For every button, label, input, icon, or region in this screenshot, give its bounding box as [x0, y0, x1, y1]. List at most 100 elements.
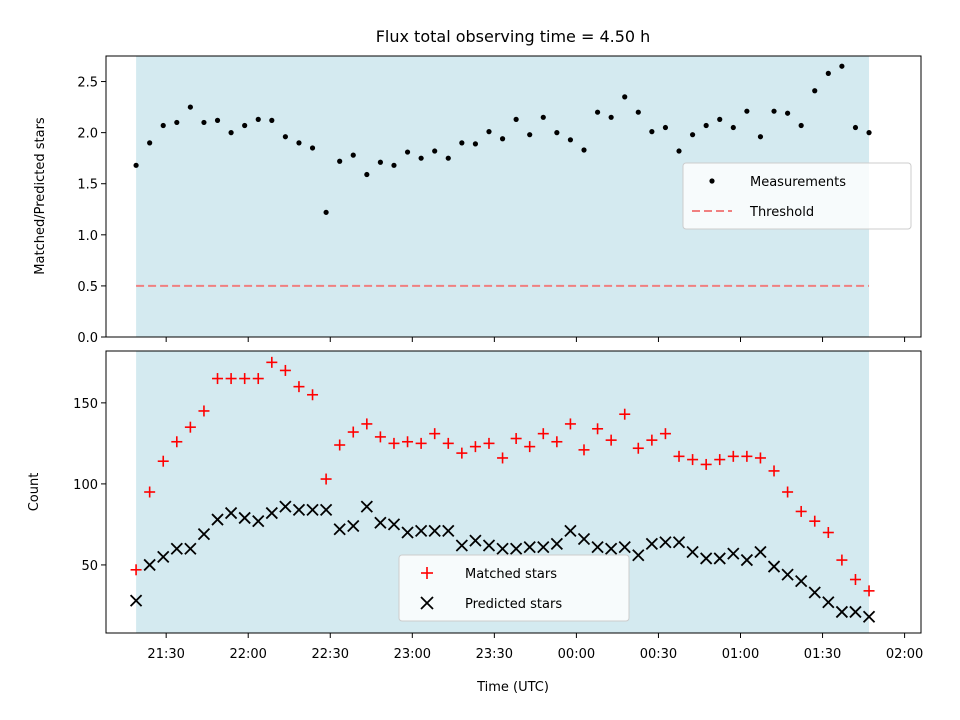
measurement-point — [391, 162, 397, 168]
measurement-point — [812, 88, 818, 94]
x-tick-label: 23:00 — [394, 647, 431, 662]
predicted-star-stroke-b — [740, 553, 754, 567]
measurement-point — [717, 116, 723, 122]
predicted-star-point — [550, 537, 563, 550]
measurement-point — [337, 158, 343, 164]
predicted-star-point — [686, 545, 699, 559]
matched-star-point — [673, 450, 685, 462]
top-y-tick-label: 2.0 — [77, 127, 98, 142]
predicted-star-point — [659, 536, 672, 549]
matched-star-point — [429, 428, 441, 440]
predicted-star-point — [577, 532, 591, 546]
predicted-star-point — [184, 542, 197, 555]
measurement-point — [472, 141, 479, 147]
predicted-star-point — [591, 540, 604, 554]
predicted-star-stroke-b — [523, 540, 536, 554]
predicted-star-point — [509, 542, 523, 555]
predicted-star-stroke-b — [564, 524, 577, 538]
matched-star-point — [212, 373, 224, 385]
predicted-star-stroke-b — [672, 536, 686, 549]
x-axis-label: Time (UTC) — [476, 680, 549, 695]
matched-star-point — [361, 418, 373, 430]
matched-star-point — [293, 381, 305, 393]
measurement-point — [757, 134, 764, 140]
predicted-star-stroke-b — [754, 545, 767, 559]
measurement-point — [282, 134, 288, 140]
predicted-star-point — [537, 540, 550, 554]
predicted-star-stroke-b — [170, 542, 183, 555]
matched-star-point — [307, 389, 319, 401]
measurement-point — [350, 152, 356, 158]
measurement-point — [201, 119, 207, 126]
predicted-star-point — [211, 513, 224, 526]
predicted-star-point — [414, 524, 428, 538]
matched-star-point — [388, 437, 400, 449]
measurement-point — [160, 122, 166, 129]
measurement-point — [730, 124, 736, 131]
matched-star-point — [659, 428, 671, 440]
predicted-star-point — [143, 558, 156, 572]
measurement-point — [703, 122, 709, 129]
top-y-tick-label: 1.5 — [77, 178, 98, 193]
predicted-star-point — [387, 518, 401, 531]
predicted-star-point — [849, 605, 862, 619]
bottom-legend: Matched stars Predicted stars — [398, 554, 630, 622]
predicted-star-point — [713, 552, 726, 565]
matched-star-point — [497, 452, 509, 464]
matched-star-point — [578, 444, 590, 456]
predicted-star-point — [401, 526, 414, 539]
predicted-star-stroke-b — [374, 516, 387, 529]
measurement-point — [174, 119, 180, 126]
top-legend-box — [682, 162, 912, 230]
predicted-star-point — [170, 542, 183, 555]
measurement-point — [554, 130, 560, 136]
matched-star-point — [836, 554, 848, 566]
matched-star-point — [374, 431, 386, 443]
predicted-star-stroke-b — [605, 542, 618, 555]
predicted-star-point — [781, 568, 794, 581]
predicted-star-point — [645, 537, 659, 550]
matched-legend-label: Matched stars — [465, 567, 557, 582]
predicted-star-point — [428, 524, 441, 538]
predicted-star-point — [754, 545, 767, 559]
measurement-point — [187, 104, 193, 110]
measurement-point — [309, 145, 316, 151]
top-y-axis-label: Matched/Predicted stars — [33, 117, 48, 275]
predicted-star-stroke-b — [197, 528, 211, 541]
predicted-star-stroke-b — [387, 518, 401, 531]
matched-star-point — [442, 437, 454, 449]
matched-star-point — [130, 564, 142, 576]
measurement-point — [798, 122, 804, 129]
predicted-star-stroke-b — [184, 542, 197, 555]
matched-star-point — [809, 515, 821, 527]
predicted-star-stroke-b — [414, 524, 428, 538]
measurement-point — [418, 155, 424, 161]
bottom-y-tick-label: 50 — [81, 559, 98, 574]
predicted-star-point — [238, 511, 251, 525]
matched-star-point — [524, 441, 536, 453]
matched-star-point — [592, 423, 604, 435]
matched-star-point — [320, 473, 332, 485]
measurement-point — [527, 132, 533, 138]
top-y-tick-label: 0.5 — [77, 280, 98, 295]
predicted-star-point — [482, 539, 496, 552]
x-tick-label: 23:30 — [476, 647, 513, 662]
measurement-point — [852, 124, 859, 131]
matched-legend-marker — [421, 567, 433, 579]
predicted-star-point — [835, 605, 849, 619]
x-tick-label: 00:00 — [558, 647, 595, 662]
measurement-point — [296, 140, 302, 146]
predicted-star-stroke-b — [129, 594, 143, 607]
predicted-star-point — [224, 506, 238, 520]
x-tick-label: 22:30 — [312, 647, 349, 662]
x-tick-label: 01:00 — [722, 647, 759, 662]
predicted-star-point — [632, 549, 645, 562]
measurement-point — [689, 132, 696, 138]
predicted-star-point — [523, 540, 536, 554]
matched-star-point — [754, 452, 766, 464]
matched-star-point — [768, 465, 780, 477]
predicted-star-stroke-b — [401, 526, 414, 539]
predicted-star-point — [129, 594, 143, 607]
predicted-star-point — [808, 586, 821, 599]
measurement-point — [784, 110, 791, 116]
